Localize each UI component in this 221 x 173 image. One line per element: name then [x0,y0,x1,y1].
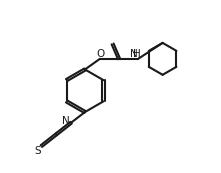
Text: O: O [97,48,105,58]
Text: N: N [130,48,137,58]
Text: N: N [62,116,70,126]
Text: H: H [133,49,141,59]
Text: S: S [35,146,42,156]
